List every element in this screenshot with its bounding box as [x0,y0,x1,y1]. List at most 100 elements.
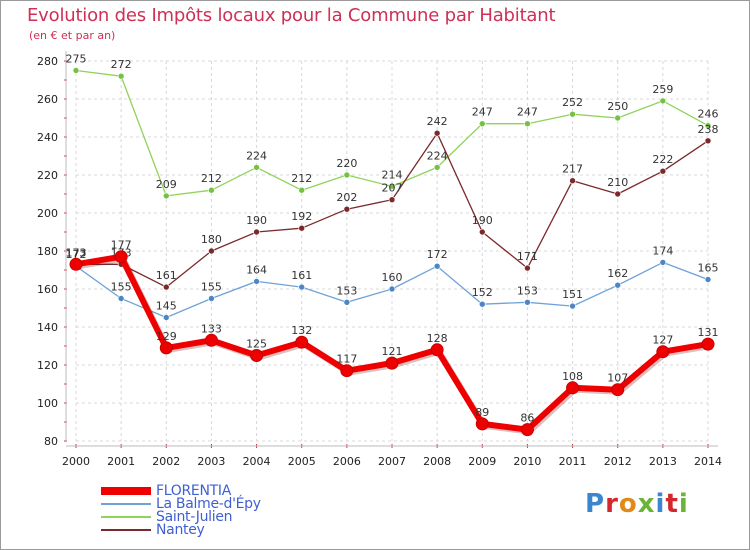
data-label: 252 [562,96,583,109]
data-point [433,262,441,270]
legend-label: Nantey [156,522,205,538]
data-label: 247 [517,106,538,119]
data-point [475,417,489,431]
data-label: 151 [562,288,583,301]
y-tick-label: 160 [37,283,58,296]
data-point [117,72,125,80]
x-tick-label: 2002 [152,455,180,468]
data-point [117,295,125,302]
data-point [208,295,215,302]
data-label: 165 [698,262,719,275]
data-label: 131 [698,326,719,339]
data-point [611,383,625,397]
data-label: 214 [382,168,403,181]
data-label: 172 [427,248,448,261]
data-label: 250 [607,100,628,113]
data-label: 224 [427,149,448,162]
legend-label: FLORENTIA [156,483,231,499]
data-point [343,171,351,179]
data-label: 153 [517,284,538,297]
data-point [253,164,260,171]
data-point [614,190,622,198]
data-label: 108 [562,370,583,383]
y-tick-label: 200 [37,207,58,220]
data-point [295,335,309,349]
data-label: 164 [246,263,267,276]
y-tick-label: 80 [44,435,58,448]
logo-letter: t [665,489,679,519]
data-point [656,345,670,359]
plot-area [76,61,708,441]
logo-letter: i [678,489,689,519]
y-tick-label: 100 [37,397,58,410]
data-point [701,337,715,351]
data-label: 207 [382,182,403,195]
data-label: 180 [201,233,222,246]
data-point [478,300,486,308]
data-point [524,120,531,127]
data-point [298,224,306,232]
data-point [704,276,712,283]
data-point [659,167,667,175]
data-point [569,302,576,310]
x-tick-label: 2008 [423,455,451,468]
data-label: 133 [201,322,222,335]
legend-item: Saint-Julien [101,509,401,525]
data-label: 210 [607,176,628,189]
data-label: 132 [291,324,312,337]
y-tick-label: 220 [37,169,58,182]
data-point [162,192,170,200]
legend-item: FLORENTIA [101,483,401,499]
data-label: 246 [698,108,719,121]
x-tick-label: 2001 [107,455,135,468]
data-label: 275 [66,53,87,66]
x-tick-label: 2003 [197,455,225,468]
x-tick-label: 2012 [604,455,632,468]
data-label: 212 [201,172,222,185]
data-point [659,97,667,105]
y-tick-label: 280 [37,55,58,68]
data-point [204,333,218,347]
data-label: 86 [520,412,534,425]
logo-letter: r [605,489,619,519]
data-point [520,423,534,437]
data-point [569,177,576,184]
x-tick-label: 2010 [513,455,541,468]
x-tick-label: 2007 [378,455,406,468]
data-label: 117 [336,353,357,366]
data-point [433,164,441,171]
data-point [253,228,260,236]
data-label: 153 [336,284,357,297]
data-point [159,341,173,355]
data-label: 172 [66,248,87,261]
data-point [385,356,399,370]
data-label: 242 [427,115,448,128]
data-label: 127 [652,334,673,347]
data-label: 162 [607,267,628,280]
data-point [298,186,306,194]
data-point [524,264,531,272]
data-label: 161 [156,269,177,282]
x-tick-label: 2014 [694,455,722,468]
data-label: 152 [472,286,493,299]
y-tick-label: 180 [37,245,58,258]
data-label: 217 [562,163,583,176]
data-label: 202 [336,191,357,204]
data-point [253,278,260,285]
x-tick-label: 2000 [62,455,90,468]
chart-title: Evolution des Impôts locaux pour la Comm… [27,5,556,26]
data-point [114,250,128,264]
data-point [614,114,622,122]
legend-swatch [101,516,151,518]
x-tick-label: 2011 [559,455,587,468]
legend-label: La Balme-d'Épy [156,496,261,512]
y-tick-label: 240 [37,131,58,144]
data-point [343,298,351,306]
legend-swatch [101,487,151,495]
legend-item: La Balme-d'Épy [101,496,401,512]
data-label: 145 [156,300,177,313]
data-label: 155 [111,281,132,294]
data-point [566,381,580,395]
